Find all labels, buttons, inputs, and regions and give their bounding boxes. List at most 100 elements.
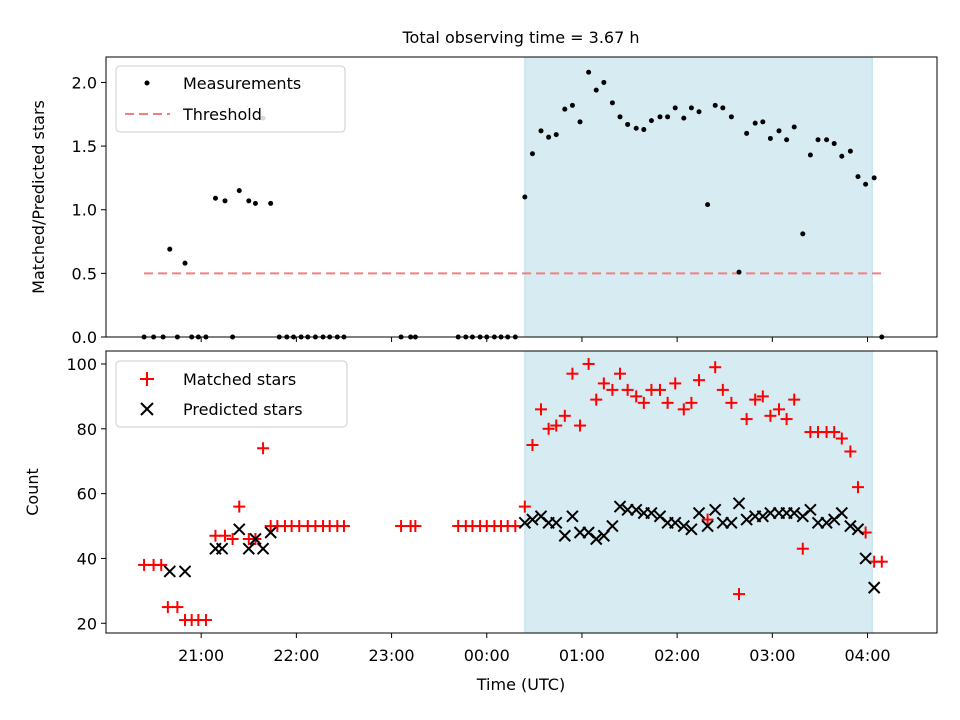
matched-star-point xyxy=(509,520,522,533)
bottom-panel: 20 40 60 80 100 21:00 22:00 23:00 00:00 01:00 02:… xyxy=(23,350,938,694)
measurement-point xyxy=(712,102,718,108)
matched-star-point xyxy=(597,377,610,390)
bottom-axes-frame xyxy=(105,350,938,634)
measurement-point xyxy=(586,69,592,75)
matched-star-points xyxy=(138,357,888,627)
measurement-point xyxy=(807,152,813,158)
measurement-point xyxy=(657,114,663,120)
measurement-point xyxy=(268,200,274,206)
measurement-point xyxy=(760,119,766,125)
predicted-star-point xyxy=(692,506,706,520)
bottom-x-ticks: 21:00 22:00 23:00 00:00 01:00 02:00 03:00 04:00 xyxy=(178,633,891,665)
top-shaded-region xyxy=(524,56,873,338)
matched-star-point xyxy=(661,396,674,409)
measurement-point xyxy=(824,137,830,143)
predicted-star-point xyxy=(709,503,722,517)
predicted-star-point xyxy=(732,497,746,510)
x-tick-label: 00:00 xyxy=(464,646,510,665)
chart-title: Total observing time = 3.67 h xyxy=(401,28,639,47)
matched-star-point xyxy=(233,500,246,513)
measurement-point xyxy=(871,175,877,181)
measurement-point xyxy=(681,115,687,121)
predicted-star-point xyxy=(526,513,539,526)
matched-star-point xyxy=(828,426,841,439)
matched-star-point xyxy=(226,533,239,545)
top-legend: Measurements Threshold xyxy=(115,65,346,133)
matched-star-point xyxy=(337,520,350,533)
predicted-star-point xyxy=(590,532,603,546)
predicted-star-points xyxy=(163,497,881,594)
x-tick-label: 01:00 xyxy=(559,646,605,665)
measurement-point xyxy=(752,120,758,126)
predicted-star-point xyxy=(550,516,563,530)
matched-star-point xyxy=(780,413,793,426)
y-tick-label: 1.0 xyxy=(72,201,97,220)
measurement-point xyxy=(672,105,678,111)
matched-star-point xyxy=(851,481,864,494)
predicted-star-point xyxy=(844,519,857,533)
matched-star-point xyxy=(606,383,619,396)
measurement-point xyxy=(625,121,631,127)
x-tick-label: 02:00 xyxy=(654,646,700,665)
matched-star-point xyxy=(669,377,682,390)
matched-star-point xyxy=(740,413,753,426)
y-tick-label: 80 xyxy=(77,420,97,439)
y-tick-label: 20 xyxy=(77,614,97,633)
measurement-point xyxy=(863,181,869,187)
predicted-star-point xyxy=(685,523,698,536)
matched-star-point xyxy=(637,396,650,409)
top-panel: 0.00.51.01.52.0 Matched/Predicted stars … xyxy=(29,56,938,347)
matched-star-point xyxy=(621,383,634,396)
y-tick-label: 100 xyxy=(66,355,97,374)
predicted-star-point xyxy=(518,516,532,530)
predicted-star-point xyxy=(163,565,176,578)
matched-star-point xyxy=(685,396,698,409)
measurement-point xyxy=(617,114,623,120)
predicted-star-point xyxy=(851,523,865,536)
legend-threshold-label: Threshold xyxy=(182,105,262,124)
legend-predicted-label: Predicted stars xyxy=(183,400,303,419)
top-legend-box xyxy=(115,65,346,133)
measurement-point xyxy=(236,188,242,194)
measurement-point xyxy=(641,127,647,133)
matched-star-point xyxy=(835,432,848,445)
predicted-star-point xyxy=(264,526,277,539)
matched-star-point xyxy=(764,409,777,422)
matched-star-point xyxy=(630,390,643,403)
predicted-star-point xyxy=(558,529,572,542)
bottom-y-ticks: 20 40 60 80 100 xyxy=(66,355,106,633)
matched-star-point xyxy=(566,367,579,380)
matched-star-point xyxy=(709,361,722,374)
top-y-axis-label: Matched/Predicted stars xyxy=(29,100,48,294)
measurement-point xyxy=(538,128,544,134)
predicted-star-point xyxy=(242,542,255,555)
measurement-point xyxy=(800,231,806,237)
matched-star-point xyxy=(218,529,231,542)
predicted-star-point xyxy=(606,519,619,533)
x-tick-label: 03:00 xyxy=(749,646,795,665)
measurement-point xyxy=(839,153,845,159)
matched-star-point xyxy=(772,403,785,416)
predicted-star-point xyxy=(677,519,691,533)
measurement-point xyxy=(696,109,702,115)
matched-star-point xyxy=(171,601,184,614)
measurement-point xyxy=(728,114,734,120)
matched-star-point xyxy=(725,396,738,409)
legend-matched-label: Matched stars xyxy=(183,370,296,389)
legend-predicted-marker xyxy=(140,402,154,416)
matched-star-point xyxy=(535,403,548,416)
measurement-point xyxy=(705,202,711,208)
measurement-point xyxy=(593,87,599,93)
predicted-star-point xyxy=(835,506,849,520)
predicted-star-point xyxy=(669,516,682,530)
measurement-point xyxy=(553,132,559,138)
predicted-star-point xyxy=(629,503,643,517)
measurement-point xyxy=(569,102,575,108)
predicted-star-point xyxy=(867,581,881,594)
measurement-point xyxy=(648,118,654,124)
matched-star-point xyxy=(733,588,746,601)
matched-star-point xyxy=(155,558,168,571)
predicted-star-point xyxy=(249,532,262,546)
measurement-point xyxy=(744,130,750,136)
predicted-star-point xyxy=(788,506,801,520)
